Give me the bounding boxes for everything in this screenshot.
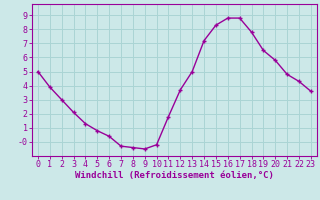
X-axis label: Windchill (Refroidissement éolien,°C): Windchill (Refroidissement éolien,°C) <box>75 171 274 180</box>
